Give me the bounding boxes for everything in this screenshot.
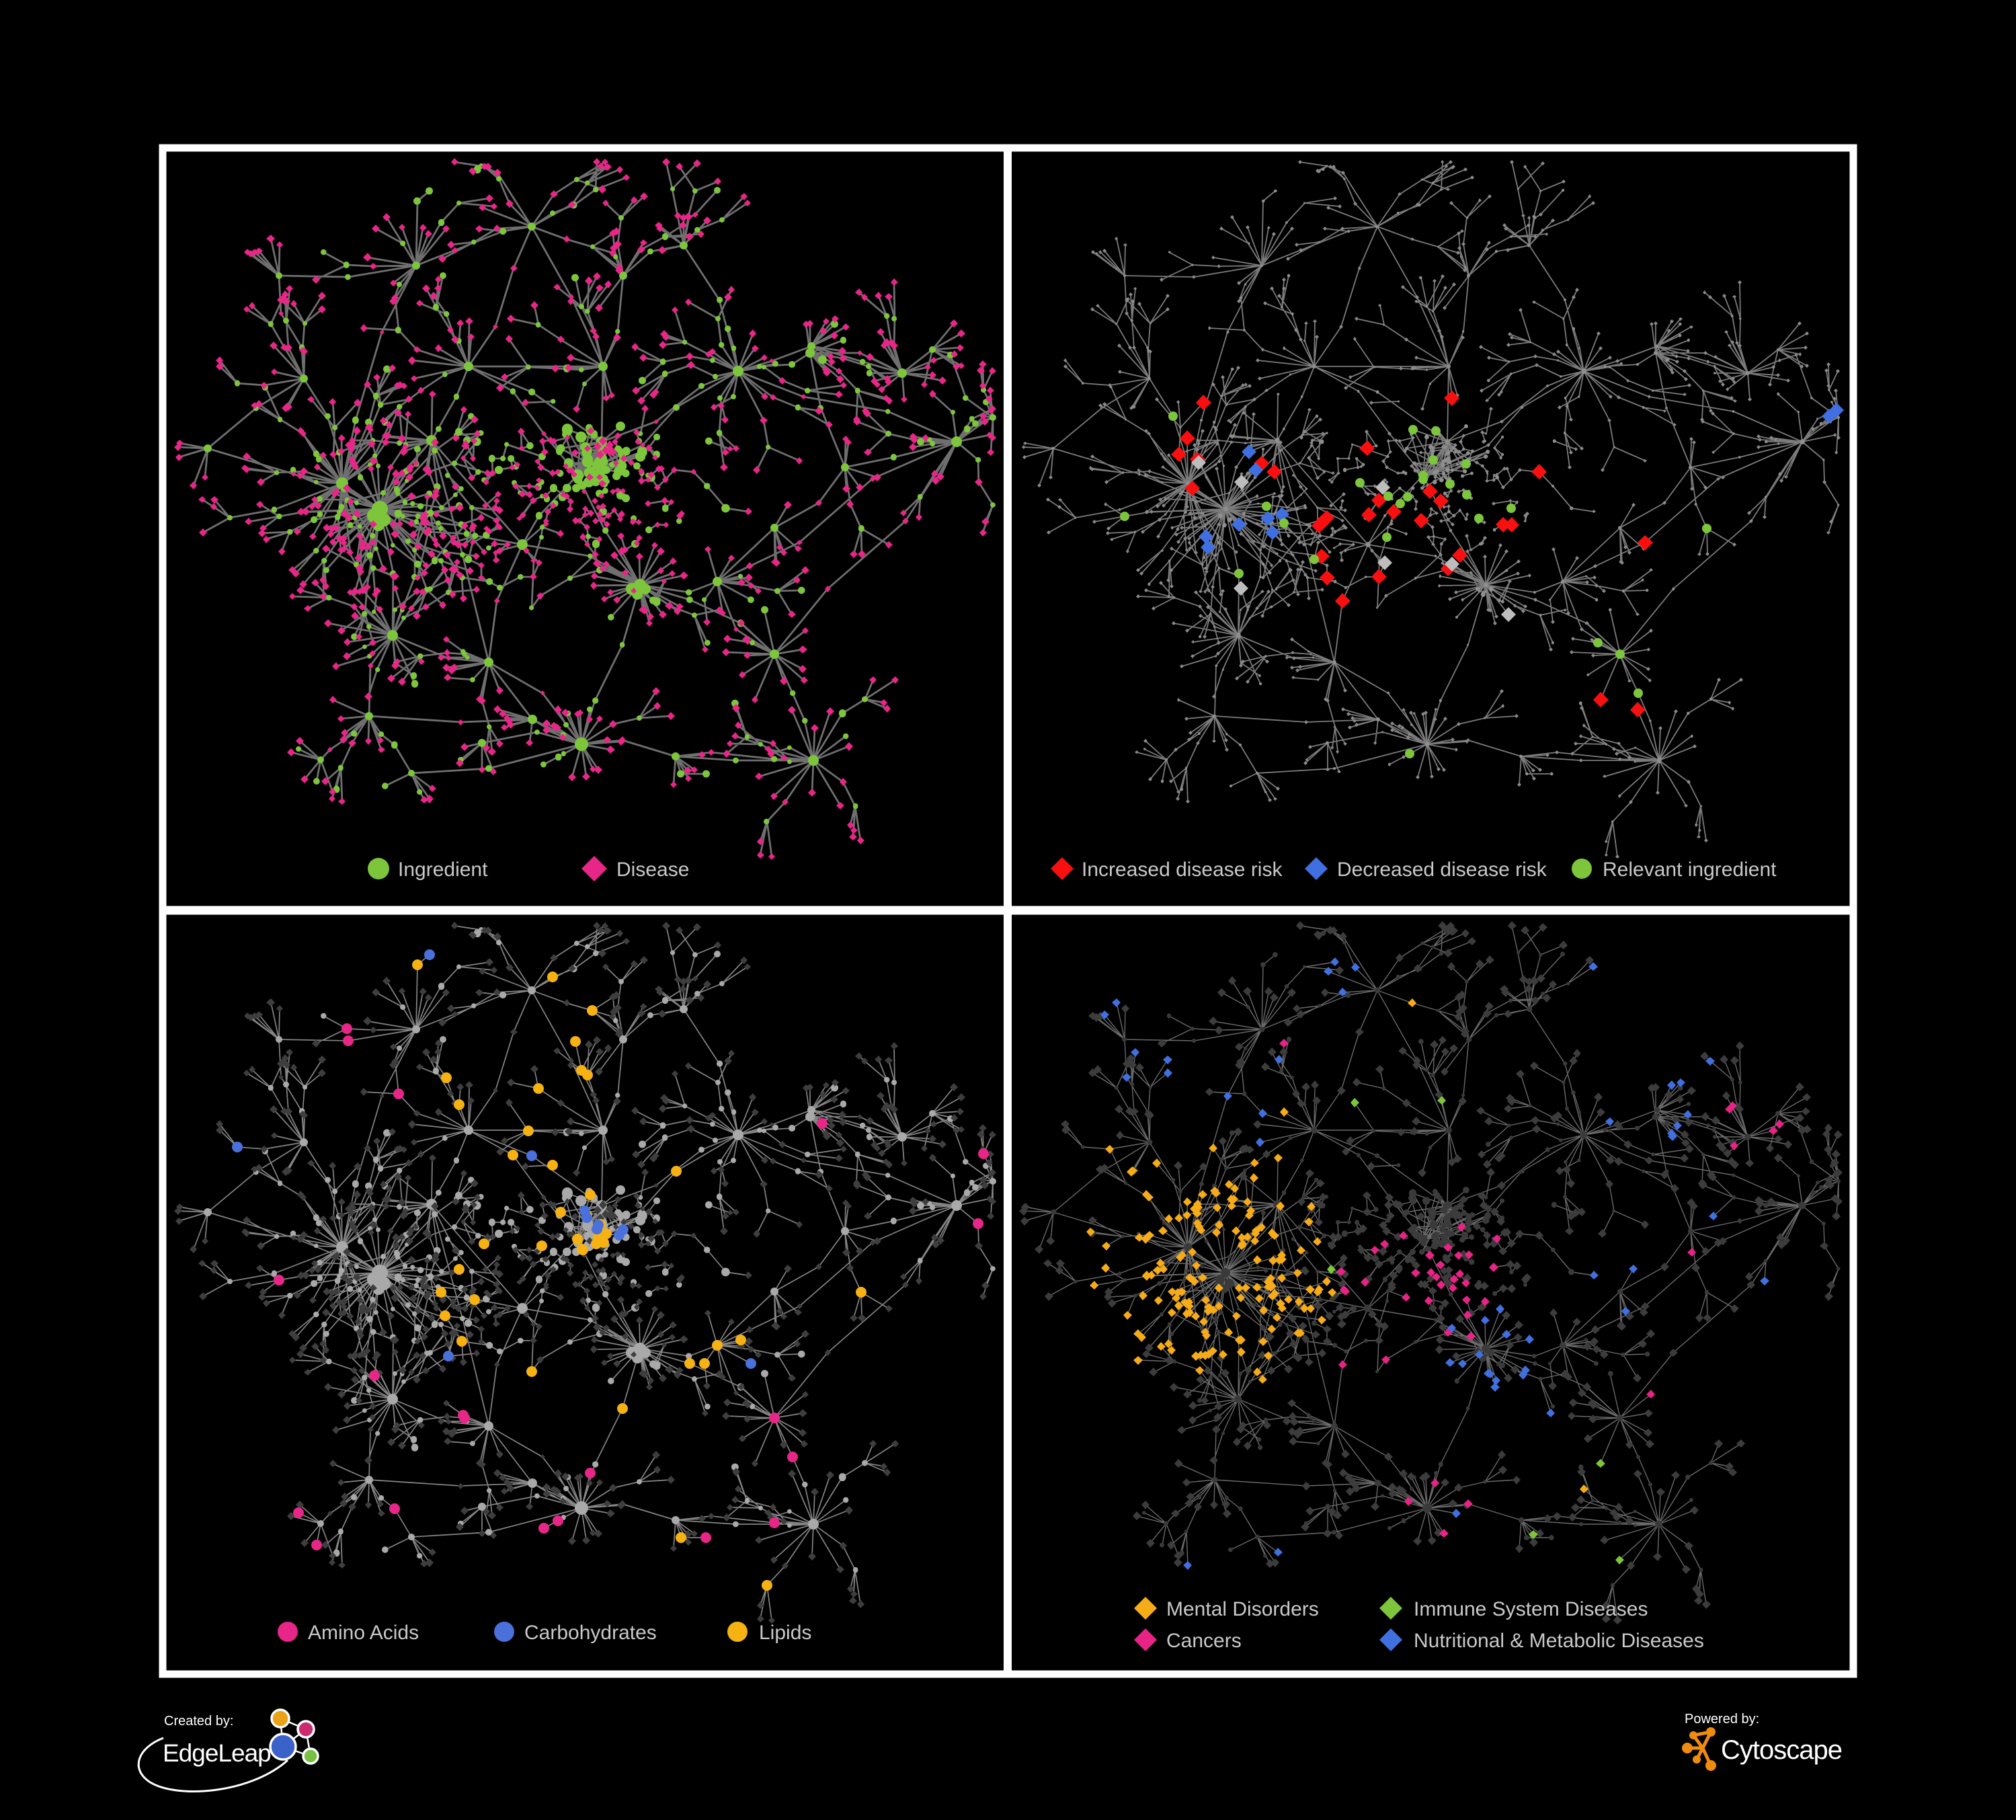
svg-text:Relevant ingredient: Relevant ingredient: [1603, 859, 1777, 881]
svg-text:Mental Disorders: Mental Disorders: [1166, 1598, 1319, 1620]
svg-text:Disease: Disease: [616, 859, 689, 881]
svg-text:Carbohydrates: Carbohydrates: [524, 1622, 657, 1644]
svg-text:Lipids: Lipids: [759, 1622, 811, 1644]
svg-text:Powered by:: Powered by:: [1685, 1712, 1759, 1727]
svg-text:Decreased disease risk: Decreased disease risk: [1337, 859, 1547, 881]
svg-text:Immune System Diseases: Immune System Diseases: [1414, 1598, 1648, 1620]
svg-text:Cytoscape: Cytoscape: [1721, 1735, 1842, 1765]
svg-text:Nutritional & Metabolic Diseas: Nutritional & Metabolic Diseases: [1414, 1630, 1704, 1652]
svg-text:Amino Acids: Amino Acids: [308, 1622, 419, 1644]
svg-text:EdgeLeap: EdgeLeap: [163, 1739, 271, 1767]
svg-text:Created by:: Created by:: [164, 1714, 233, 1729]
svg-text:Ingredient: Ingredient: [398, 859, 488, 881]
svg-text:Cancers: Cancers: [1166, 1630, 1242, 1652]
svg-text:Increased disease risk: Increased disease risk: [1082, 859, 1283, 881]
